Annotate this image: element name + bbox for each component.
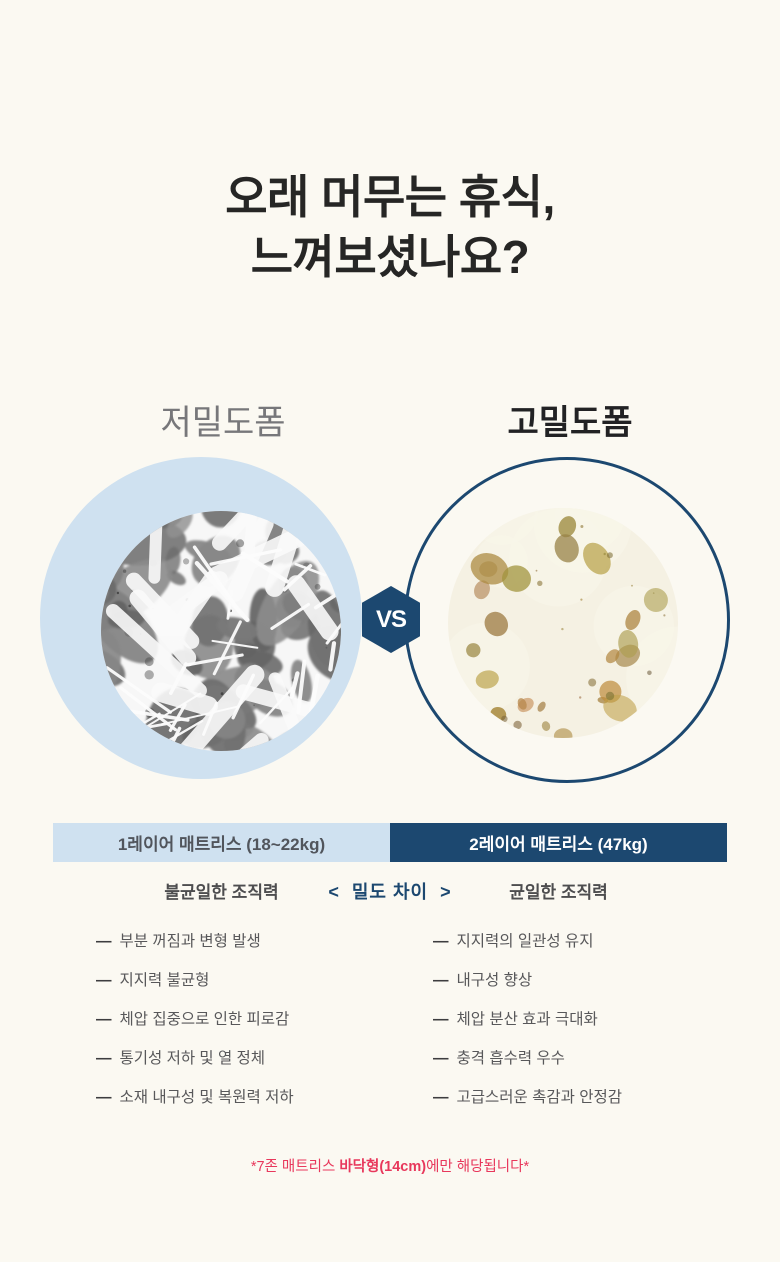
svg-text:VS: VS	[376, 606, 407, 633]
